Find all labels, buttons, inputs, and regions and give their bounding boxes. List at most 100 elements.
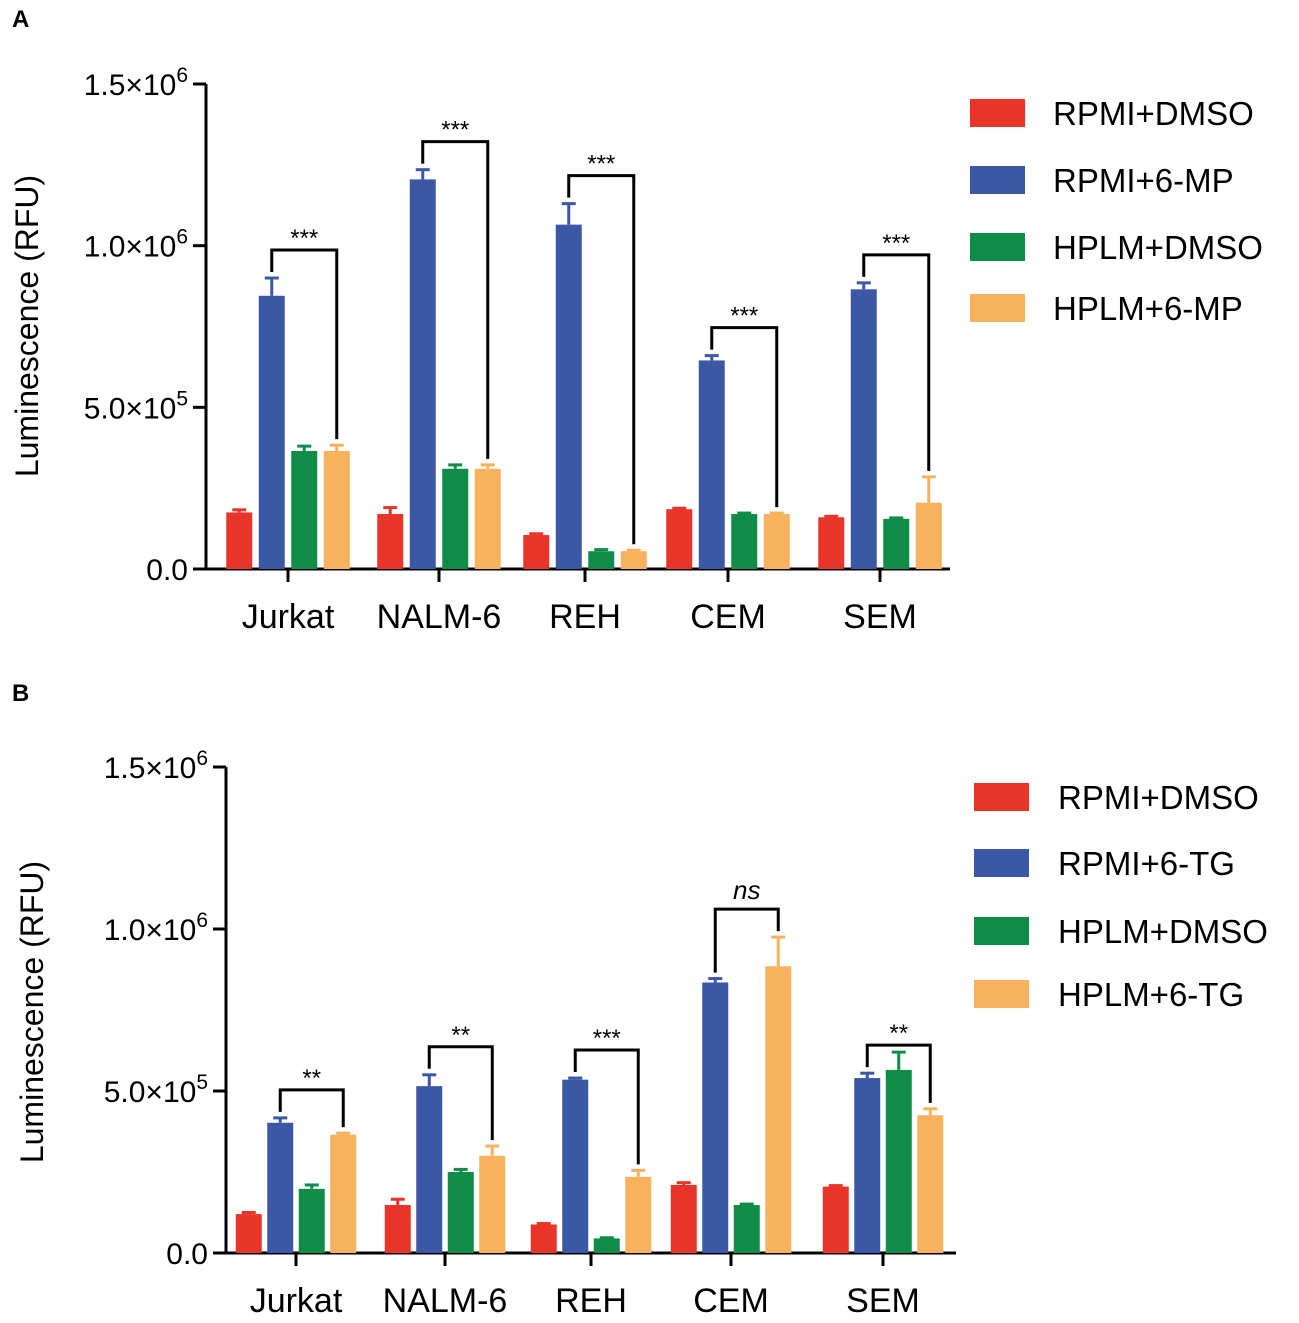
significance-label: *** bbox=[587, 151, 615, 178]
bar bbox=[850, 289, 877, 569]
bar bbox=[670, 1184, 697, 1253]
bar bbox=[588, 551, 615, 569]
bar bbox=[885, 1069, 912, 1253]
bar bbox=[479, 1155, 506, 1253]
significance-bracket bbox=[865, 1043, 932, 1103]
bar bbox=[323, 450, 350, 569]
bar bbox=[226, 512, 253, 569]
x-tick-label: REH bbox=[549, 598, 621, 636]
legend-label: HPLM+6-TG bbox=[1058, 976, 1244, 1013]
x-tick-label: NALM-6 bbox=[383, 1282, 508, 1320]
x-tick-label: CEM bbox=[693, 1282, 769, 1320]
bar bbox=[474, 468, 501, 569]
bar bbox=[409, 179, 436, 569]
y-tick-label: 0.0 bbox=[166, 1238, 208, 1271]
significance-bracket bbox=[573, 1048, 640, 1165]
legend-label: RPMI+DMSO bbox=[1053, 95, 1254, 132]
bar bbox=[917, 1115, 944, 1253]
legend-swatch bbox=[970, 294, 1025, 322]
legend-swatch bbox=[974, 980, 1029, 1008]
bar bbox=[915, 502, 942, 569]
bar bbox=[258, 295, 285, 569]
significance-label: *** bbox=[730, 303, 758, 330]
bar bbox=[298, 1188, 325, 1253]
bar bbox=[731, 514, 758, 569]
significance-label: ns bbox=[733, 875, 760, 905]
bar bbox=[765, 966, 792, 1253]
legend-label: HPLM+DMSO bbox=[1053, 229, 1263, 266]
legend-label: RPMI+6-TG bbox=[1058, 845, 1235, 882]
significance-label: *** bbox=[441, 117, 469, 144]
chart-panel-b: B 0.0 5.0×105 1.0×106 1.5×106 Luminescence (R… bbox=[12, 680, 1268, 1320]
y-tick-label: 1.0×106 bbox=[104, 909, 208, 947]
x-tick-label: REH bbox=[555, 1282, 627, 1320]
significance-label: *** bbox=[290, 225, 318, 252]
x-tick-label: SEM bbox=[843, 598, 917, 636]
bar bbox=[555, 224, 582, 569]
bar bbox=[447, 1172, 474, 1253]
x-tick-label: Jurkat bbox=[242, 598, 335, 636]
bar bbox=[442, 468, 469, 569]
bar bbox=[625, 1176, 652, 1253]
legend-swatch bbox=[970, 233, 1025, 261]
significance-label: *** bbox=[882, 230, 910, 257]
y-tick-label: 1.0×106 bbox=[84, 226, 188, 264]
bar bbox=[384, 1205, 411, 1253]
legend-swatch bbox=[970, 99, 1025, 127]
significance-bracket bbox=[278, 1088, 345, 1128]
y-tick-label: 1.5×106 bbox=[84, 64, 188, 102]
bar bbox=[523, 535, 550, 569]
bar bbox=[235, 1214, 262, 1253]
significance-label: ** bbox=[889, 1020, 908, 1047]
legend-label: HPLM+DMSO bbox=[1058, 913, 1268, 950]
panel-label: A bbox=[12, 6, 29, 33]
y-axis-label: Luminescence (RFU) bbox=[9, 175, 45, 477]
bar bbox=[330, 1134, 357, 1253]
bar bbox=[698, 360, 725, 569]
legend-swatch bbox=[974, 917, 1029, 945]
bar bbox=[291, 450, 318, 569]
panel-label: B bbox=[12, 680, 29, 707]
legend-label: RPMI+DMSO bbox=[1058, 779, 1259, 816]
significance-bracket bbox=[567, 174, 636, 545]
bar bbox=[822, 1186, 849, 1253]
legend: RPMI+DMSO RPMI+6-TG HPLM+DMSO HPLM+6-TG bbox=[974, 779, 1268, 1013]
y-tick-label: 5.0×105 bbox=[84, 387, 188, 425]
bar bbox=[763, 514, 790, 569]
legend-swatch bbox=[974, 849, 1029, 877]
legend-label: RPMI+6-MP bbox=[1053, 162, 1234, 199]
significance-bracket bbox=[710, 326, 779, 508]
legend-swatch bbox=[974, 783, 1029, 811]
significance-bracket bbox=[862, 253, 931, 471]
significance-bracket bbox=[427, 1045, 494, 1141]
x-tick-label: Jurkat bbox=[250, 1282, 343, 1320]
bar bbox=[818, 517, 845, 569]
bar bbox=[267, 1122, 294, 1253]
significance-bracket bbox=[421, 140, 490, 459]
bar bbox=[377, 514, 404, 569]
bar bbox=[593, 1238, 620, 1253]
significance-label: ** bbox=[451, 1022, 470, 1049]
x-tick-label: CEM bbox=[690, 598, 766, 636]
bar bbox=[702, 982, 729, 1253]
bar bbox=[530, 1224, 557, 1253]
bar bbox=[620, 551, 647, 569]
legend: RPMI+DMSO RPMI+6-MP HPLM+DMSO HPLM+6-MP bbox=[970, 95, 1263, 327]
bar bbox=[854, 1078, 881, 1253]
y-tick-label: 5.0×105 bbox=[104, 1071, 208, 1109]
legend-swatch bbox=[970, 166, 1025, 194]
y-tick-label: 0.0 bbox=[146, 554, 188, 587]
bar bbox=[416, 1086, 443, 1253]
significance-bracket bbox=[713, 907, 780, 973]
bar bbox=[562, 1079, 589, 1253]
significance-bracket bbox=[270, 248, 339, 440]
x-tick-label: SEM bbox=[846, 1282, 920, 1320]
significance-label: ** bbox=[302, 1065, 321, 1092]
significance-label: *** bbox=[593, 1025, 621, 1052]
y-axis-label: Luminescence (RFU) bbox=[14, 861, 50, 1163]
x-tick-label: NALM-6 bbox=[377, 598, 502, 636]
bar bbox=[883, 518, 910, 569]
y-tick-label: 1.5×106 bbox=[104, 747, 208, 785]
chart-panel-a: A 0.0 5.0×105 1.0×106 1.5×106 Luminescence (R… bbox=[9, 6, 1263, 636]
